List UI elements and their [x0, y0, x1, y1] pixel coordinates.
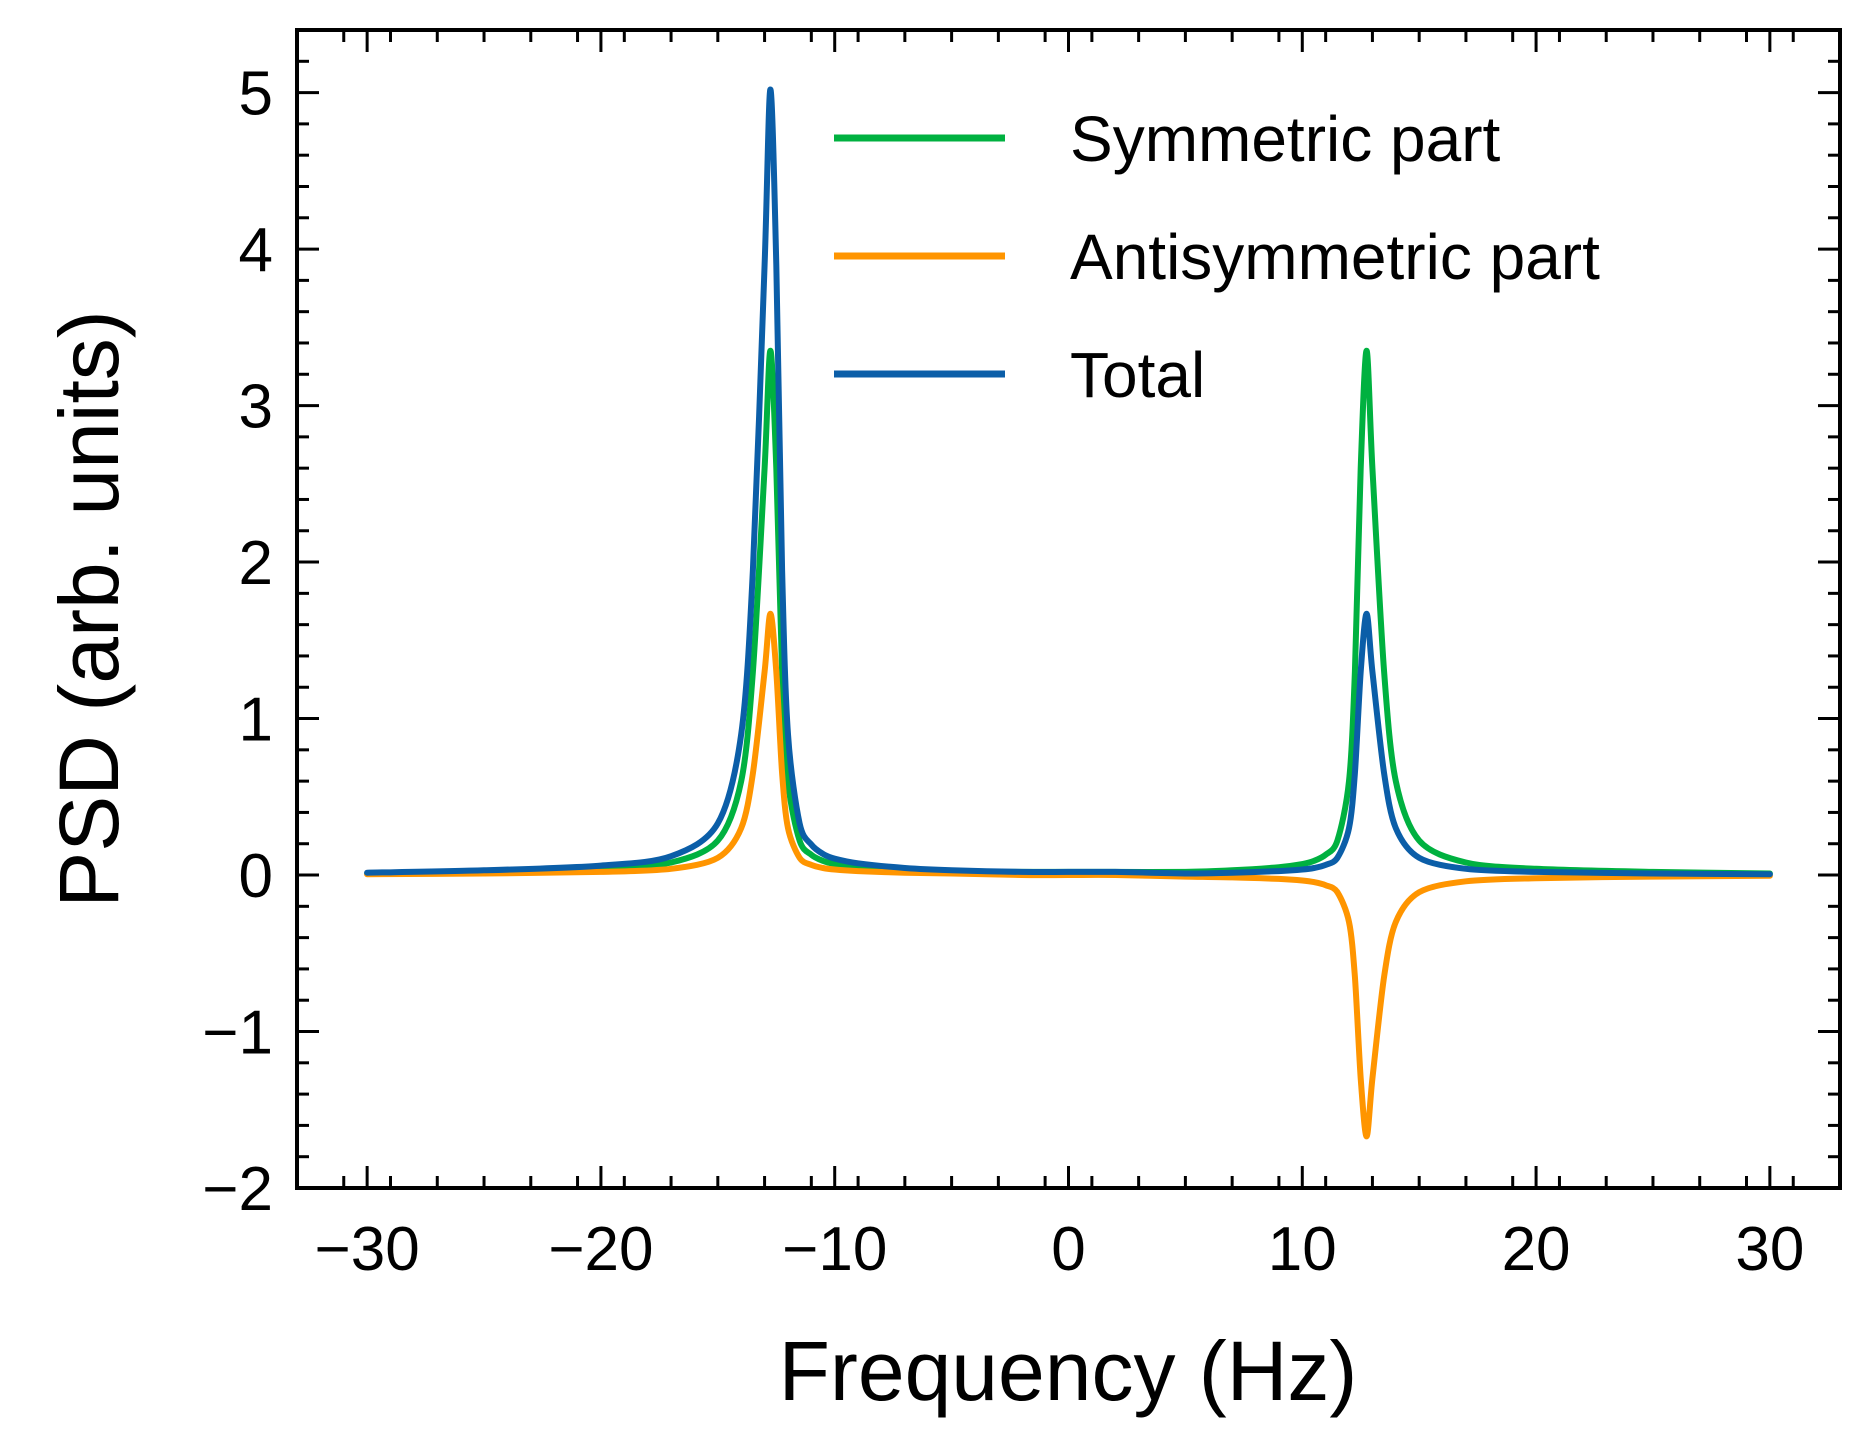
y-axis-title: PSD (arb. units) [42, 310, 136, 908]
y-tick-label: 3 [239, 373, 273, 442]
legend: Symmetric part Antisymmetric part Total [834, 103, 1600, 411]
x-tick-label: −30 [315, 1215, 420, 1284]
x-tick-label: −10 [782, 1215, 887, 1284]
y-tick-label: 2 [239, 529, 273, 598]
x-tick-labels: −30 −20 −10 0 10 20 30 [315, 1215, 1805, 1284]
legend-item-antisymmetric: Antisymmetric part [834, 221, 1600, 293]
legend-label: Antisymmetric part [1070, 221, 1600, 293]
y-tick-label: 4 [239, 216, 273, 285]
total-line [364, 86, 1773, 878]
legend-label: Symmetric part [1070, 103, 1501, 175]
plot-frame [295, 28, 1842, 1190]
plot-series [364, 86, 1773, 1140]
y-tick-label: −2 [202, 1155, 273, 1224]
y-tick-label: 1 [239, 686, 273, 755]
x-axis-title: Frequency (Hz) [779, 1324, 1358, 1418]
x-tick-label: 0 [1051, 1215, 1085, 1284]
axis-ticks [295, 28, 1842, 1190]
antisymmetric-part-line [364, 610, 1773, 1140]
symmetric-part-line [364, 347, 1773, 877]
x-tick-label: 10 [1268, 1215, 1337, 1284]
legend-label: Total [1070, 339, 1205, 411]
x-tick-label: 30 [1735, 1215, 1804, 1284]
y-tick-label: −1 [202, 999, 273, 1068]
legend-item-symmetric: Symmetric part [834, 103, 1501, 175]
y-tick-labels: −2 −1 0 1 2 3 4 5 [202, 60, 273, 1224]
x-tick-label: −20 [548, 1215, 653, 1284]
y-tick-label: 5 [239, 60, 273, 129]
y-tick-label: 0 [239, 842, 273, 911]
x-tick-label: 20 [1502, 1215, 1571, 1284]
legend-item-total: Total [834, 339, 1205, 411]
